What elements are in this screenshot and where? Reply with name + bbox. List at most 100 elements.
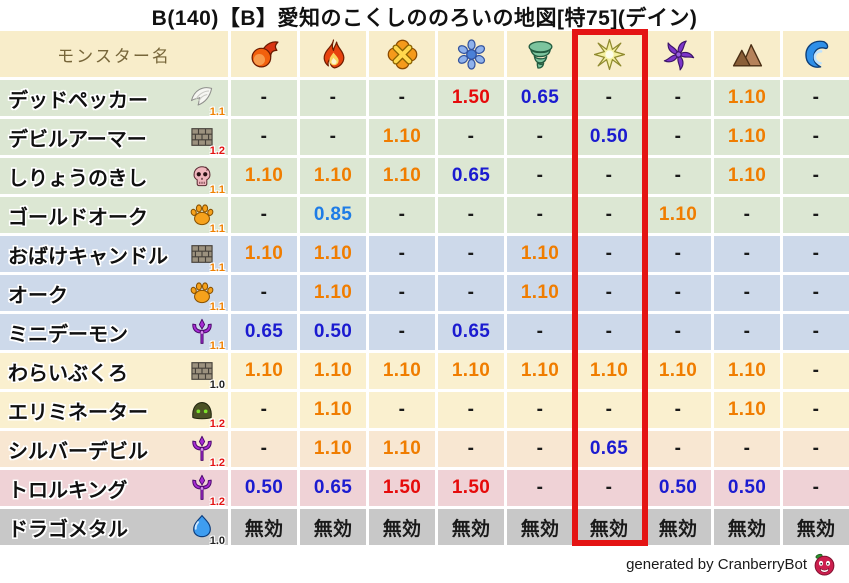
resist-value-cell: - <box>714 236 780 272</box>
resist-value-cell: - <box>783 197 849 233</box>
trident-icon: 1.1 <box>188 318 225 350</box>
credit-text: generated by CranberryBot <box>626 556 807 573</box>
resist-value-cell: - <box>645 275 711 311</box>
level-badge: 1.1 <box>209 340 225 350</box>
resist-value-cell: 1.10 <box>714 80 780 116</box>
resist-value-cell: - <box>231 431 297 467</box>
helmet-icon: 1.2 <box>188 396 225 428</box>
flame-icon <box>317 38 350 71</box>
resist-value-cell: 1.10 <box>714 353 780 389</box>
resist-value-cell: 1.10 <box>438 353 504 389</box>
resist-value-cell: 1.10 <box>231 236 297 272</box>
resist-value-cell: - <box>783 431 849 467</box>
resist-value-cell: 1.50 <box>438 80 504 116</box>
resist-value-cell: - <box>576 80 642 116</box>
resist-value-cell: - <box>645 392 711 428</box>
wave-column-header <box>783 31 849 77</box>
resist-value-cell: - <box>507 470 573 506</box>
resist-value-cell: 1.10 <box>300 275 366 311</box>
resist-value-cell: 1.50 <box>438 470 504 506</box>
monster-name-cell: ミニデーモン 1.1 <box>0 314 228 350</box>
resist-value-cell: 0.65 <box>231 314 297 350</box>
resist-value-cell: 0.65 <box>576 431 642 467</box>
resist-value-cell: - <box>438 431 504 467</box>
monster-name: おばけキャンドル <box>8 245 168 268</box>
resist-value-cell: - <box>576 236 642 272</box>
resist-value-cell: 無効 <box>369 509 435 545</box>
resist-value-cell: - <box>783 470 849 506</box>
monster-name-cell: デッドペッカー 1.1 <box>0 80 228 116</box>
resist-value-cell: 1.10 <box>369 119 435 155</box>
resist-value-cell: - <box>783 275 849 311</box>
resist-value-cell: - <box>645 119 711 155</box>
resist-value-cell: - <box>645 431 711 467</box>
monster-name: トロルキング <box>8 479 128 502</box>
level-badge: 1.2 <box>209 418 225 428</box>
star-burst-icon <box>593 38 626 71</box>
resist-value-cell: 0.85 <box>300 197 366 233</box>
monster-name-cell: おばけキャンドル 1.1 <box>0 236 228 272</box>
resist-value-cell: 1.10 <box>645 197 711 233</box>
resist-value-cell: - <box>714 431 780 467</box>
pinwheel-icon <box>662 38 695 71</box>
resist-value-cell: - <box>783 392 849 428</box>
resist-value-cell: - <box>231 392 297 428</box>
snowflake-column-header <box>438 31 504 77</box>
monster-name: ドラゴメタル <box>8 518 128 541</box>
trident-icon: 1.2 <box>188 435 225 467</box>
resist-value-cell: - <box>645 314 711 350</box>
level-badge: 1.1 <box>209 184 225 194</box>
resist-value-cell: 無効 <box>714 509 780 545</box>
cross-burst-icon <box>386 38 419 71</box>
brick-icon: 1.1 <box>188 240 225 272</box>
resist-value-cell: - <box>300 119 366 155</box>
mountain-column-header <box>714 31 780 77</box>
level-badge: 1.2 <box>209 145 225 155</box>
level-badge: 1.0 <box>209 379 225 389</box>
monster-name: エリミネーター <box>8 401 148 424</box>
resist-value-cell: 1.10 <box>714 158 780 194</box>
slime-icon: 1.0 <box>188 513 225 545</box>
resist-value-cell: 1.10 <box>507 353 573 389</box>
resist-value-cell: - <box>783 236 849 272</box>
monster-name-cell: しりょうのきし 1.1 <box>0 158 228 194</box>
resist-value-cell: - <box>507 431 573 467</box>
resist-value-cell: - <box>576 275 642 311</box>
resist-value-cell: 無効 <box>231 509 297 545</box>
resist-value-cell: - <box>369 392 435 428</box>
resist-value-cell: - <box>231 119 297 155</box>
monster-name-cell: ドラゴメタル 1.0 <box>0 509 228 545</box>
resist-value-cell: 0.65 <box>507 80 573 116</box>
resist-value-cell: 1.10 <box>300 353 366 389</box>
resist-value-cell: - <box>576 197 642 233</box>
resist-value-cell: - <box>507 158 573 194</box>
level-badge: 1.1 <box>209 106 225 116</box>
resist-value-cell: - <box>645 158 711 194</box>
monster-name-cell: デビルアーマー 1.2 <box>0 119 228 155</box>
resist-value-cell: - <box>438 197 504 233</box>
resist-value-cell: 1.10 <box>369 431 435 467</box>
resist-value-cell: - <box>231 275 297 311</box>
resist-value-cell: - <box>369 314 435 350</box>
resist-value-cell: - <box>783 119 849 155</box>
fireball-icon <box>248 38 281 71</box>
resist-value-cell: - <box>231 197 297 233</box>
resist-value-cell: 1.10 <box>300 392 366 428</box>
resist-value-cell: 1.10 <box>645 353 711 389</box>
resist-value-cell: - <box>645 236 711 272</box>
resist-value-cell: 0.50 <box>300 314 366 350</box>
cross-burst-column-header <box>369 31 435 77</box>
monster-name: デビルアーマー <box>8 128 147 151</box>
monster-name-cell: エリミネーター 1.2 <box>0 392 228 428</box>
resist-value-cell: 0.50 <box>645 470 711 506</box>
resist-value-cell: - <box>231 80 297 116</box>
flame-column-header <box>300 31 366 77</box>
cranberry-icon <box>812 552 837 577</box>
monster-name-cell: オーク 1.1 <box>0 275 228 311</box>
resist-value-cell: 1.10 <box>369 353 435 389</box>
tornado-icon <box>524 38 557 71</box>
resist-value-cell: - <box>576 314 642 350</box>
resist-value-cell: - <box>714 197 780 233</box>
snowflake-icon <box>455 38 488 71</box>
resist-value-cell: - <box>576 392 642 428</box>
